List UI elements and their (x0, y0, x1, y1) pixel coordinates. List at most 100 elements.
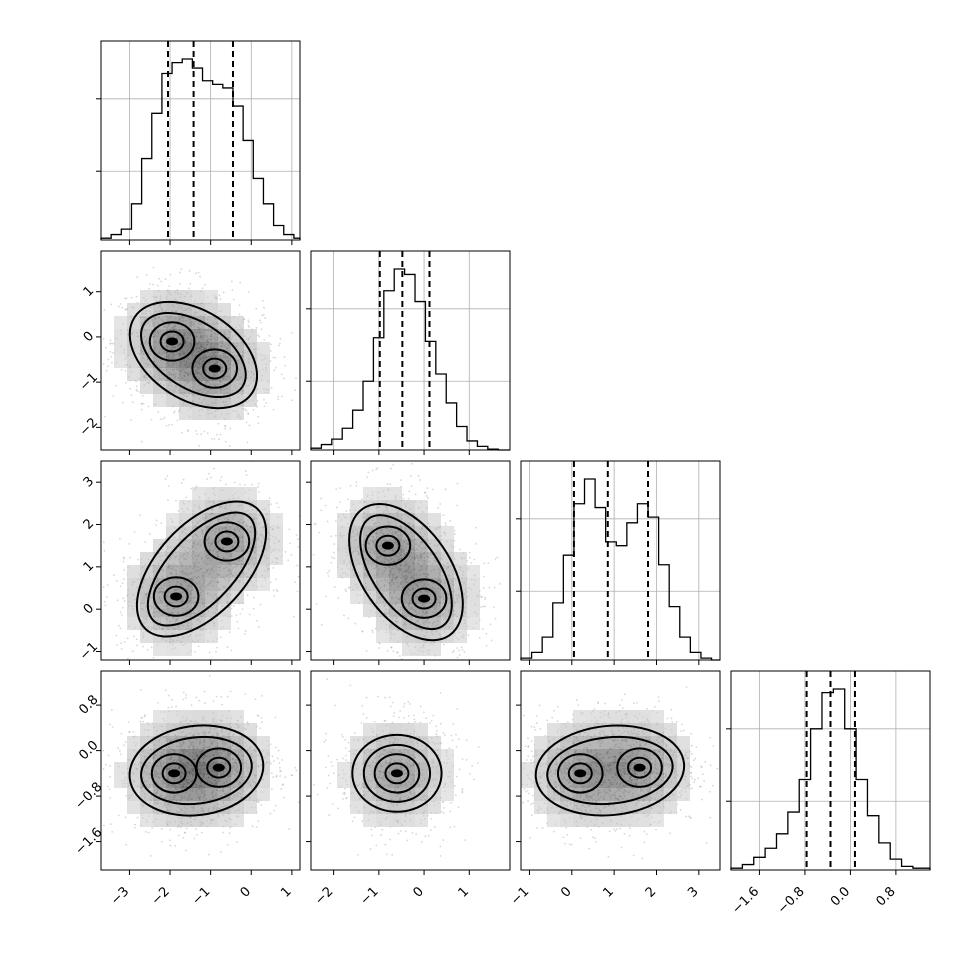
scatter-point (279, 342, 281, 345)
scatter-point (283, 377, 285, 380)
scatter-point (297, 545, 299, 548)
scatter-point (247, 290, 250, 293)
scatter-point (294, 389, 296, 392)
density-cell (218, 487, 231, 500)
scatter-point (109, 765, 112, 767)
scatter-point (197, 271, 200, 274)
scatter-point (288, 528, 291, 531)
density-cell (205, 630, 218, 643)
density-cell (376, 500, 389, 513)
scatter-point (124, 741, 127, 743)
scatter-point (276, 590, 279, 593)
density-cell (270, 513, 283, 526)
scatter-point (324, 504, 327, 507)
density-cell (140, 290, 153, 303)
scatter-point (173, 410, 176, 413)
density-cell (257, 381, 270, 394)
panel-frame (730, 670, 931, 871)
scatter-point (297, 538, 299, 541)
scatter-point (219, 433, 222, 436)
scatter-point (169, 828, 172, 831)
scatter-point (129, 387, 132, 390)
scatter-point (164, 278, 167, 281)
scatter-point (120, 642, 122, 644)
density-cell (350, 591, 363, 604)
scatter-point (206, 432, 209, 435)
density-cell (454, 604, 467, 617)
scatter-point (229, 427, 232, 430)
density-cell (363, 487, 376, 500)
scatter-point (320, 509, 323, 512)
scatter-point (290, 554, 293, 556)
scatter-point (120, 732, 123, 735)
density-cell (153, 290, 166, 303)
scatter-point (239, 613, 242, 615)
scatter-point (133, 635, 135, 638)
density-cell (166, 617, 179, 630)
scatter-point (499, 583, 501, 585)
histogram-panel-2 (516, 460, 721, 661)
contour-line (214, 530, 240, 553)
density-cell (153, 342, 166, 355)
density-cell (350, 500, 363, 513)
scatter-point (366, 476, 368, 479)
scatter-point (121, 606, 124, 609)
scatter-point (347, 587, 350, 589)
panel-frame (100, 250, 301, 451)
scatter-point (144, 541, 147, 543)
density-cell (153, 591, 166, 604)
scatter-point (149, 854, 152, 857)
scatter-point (120, 368, 123, 371)
scatter-point (405, 678, 407, 680)
density-cell (428, 526, 441, 539)
scatter-point (119, 537, 121, 540)
scatter-point (124, 297, 127, 300)
density-cell (179, 407, 192, 420)
scatter-point (200, 433, 203, 436)
scatter-point (180, 431, 183, 434)
scatter-point (173, 451, 175, 453)
scatter-point (167, 499, 169, 502)
density-cell (218, 303, 231, 316)
scatter-point (345, 590, 348, 593)
density-cell (218, 591, 231, 604)
scatter-point (109, 351, 112, 353)
scatter-point (396, 651, 399, 654)
density-cell (389, 591, 402, 604)
density-peak (170, 592, 183, 601)
scatter-point (425, 495, 428, 497)
scatter-point (167, 694, 170, 697)
scatter-point (122, 556, 125, 559)
scatter-point (272, 408, 275, 411)
scatter-point (102, 586, 105, 589)
scatter-point (210, 437, 213, 440)
scatter-point (345, 510, 348, 512)
scatter-point (337, 597, 340, 600)
scatter-point (355, 481, 358, 484)
scatter-point (130, 419, 133, 422)
scatter-point (110, 709, 113, 711)
scatter-point (228, 631, 231, 634)
scatter-point (330, 561, 333, 564)
scatter-point (215, 650, 217, 653)
density-cell (402, 565, 415, 578)
density-cell (363, 526, 376, 539)
scatter-point (402, 493, 405, 496)
density-cell (376, 578, 389, 591)
scatter-point (117, 747, 120, 749)
contour-line (364, 525, 412, 566)
density-cell (231, 526, 244, 539)
scatter-point (390, 646, 393, 649)
scatter-point (152, 656, 155, 659)
scatter-point (159, 418, 162, 421)
scatter-point (179, 664, 181, 666)
density-cell (257, 368, 270, 381)
scatter-point (281, 395, 284, 398)
scatter-point (392, 650, 395, 653)
scatter-point (119, 303, 122, 305)
density-cell (179, 368, 192, 381)
scatter-point (269, 360, 272, 363)
density-cell (127, 565, 140, 578)
scatter-point (273, 369, 275, 372)
scatter-point (463, 651, 466, 653)
